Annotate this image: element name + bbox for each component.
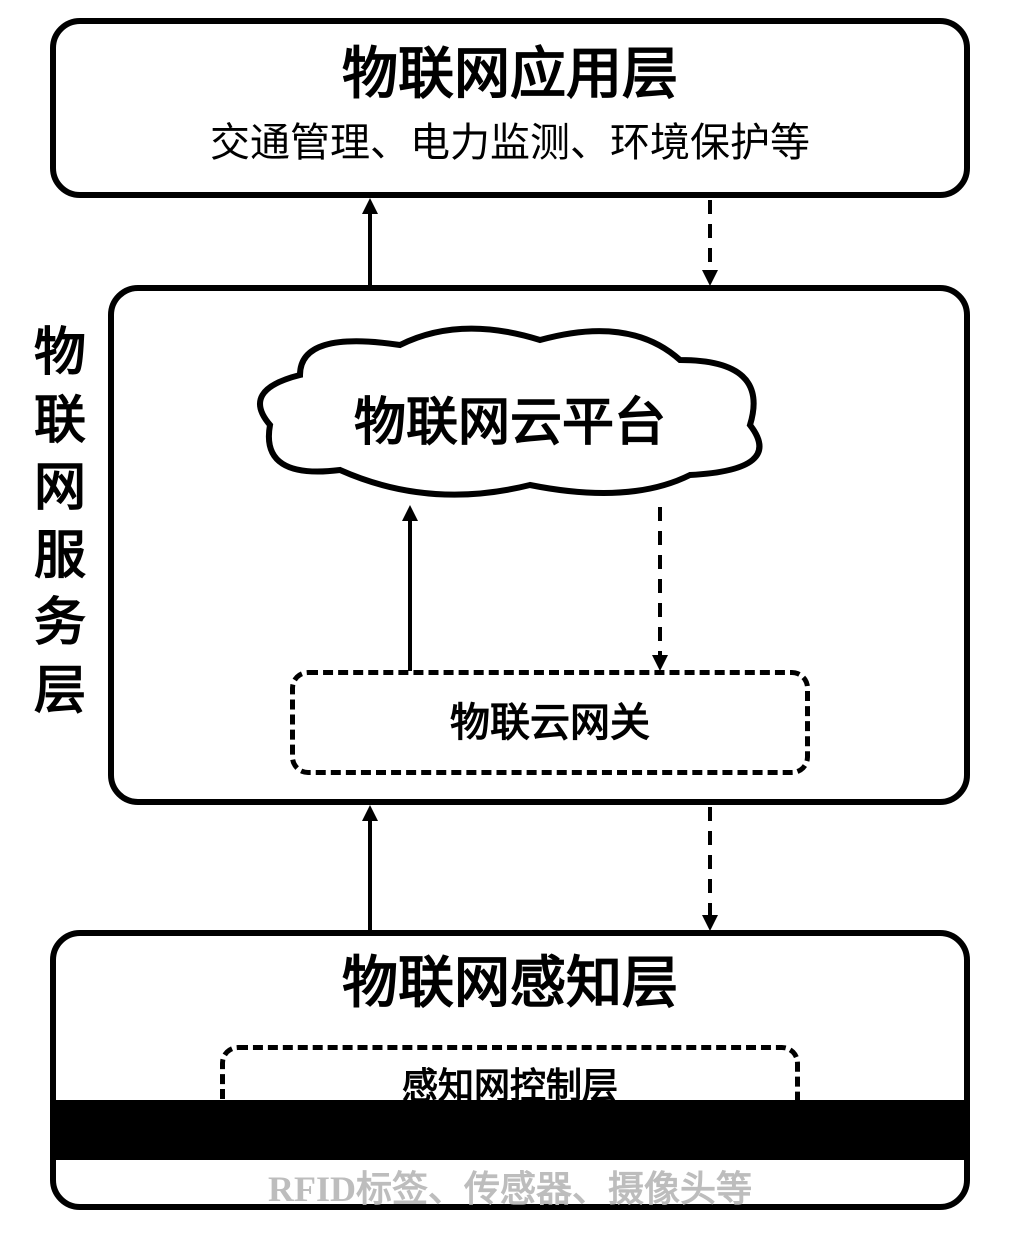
application-layer-title: 物联网应用层 bbox=[56, 42, 964, 109]
arrow-down-service-to-perception bbox=[700, 805, 720, 933]
application-layer-subtitle: 交通管理、电力监测、环境保护等 bbox=[56, 119, 964, 167]
arrow-up-perception-to-service bbox=[360, 805, 380, 933]
devices-label: RFID标签、传感器、摄像头等 bbox=[50, 1160, 970, 1212]
arrow-up-service-to-app bbox=[360, 198, 380, 288]
arrow-up-gateway-to-cloud bbox=[400, 505, 420, 673]
diagram-canvas: 物联网应用层 交通管理、电力监测、环境保护等 物 联 网 服 务 层 物联网云平… bbox=[0, 0, 1014, 1239]
service-layer-side-label: 物 联 网 服 务 层 bbox=[30, 320, 90, 726]
cloud-platform-label: 物联网云平台 bbox=[230, 380, 790, 455]
arrow-down-app-to-service bbox=[700, 198, 720, 288]
perception-layer-title: 物联网感知层 bbox=[56, 951, 964, 1018]
arrow-down-cloud-to-gateway bbox=[650, 505, 670, 673]
application-layer-box: 物联网应用层 交通管理、电力监测、环境保护等 bbox=[50, 18, 970, 198]
dark-band bbox=[56, 1100, 964, 1160]
gateway-label: 物联云网关 bbox=[450, 700, 650, 745]
cloud-platform: 物联网云平台 bbox=[230, 310, 790, 510]
gateway-box: 物联云网关 bbox=[290, 670, 810, 775]
